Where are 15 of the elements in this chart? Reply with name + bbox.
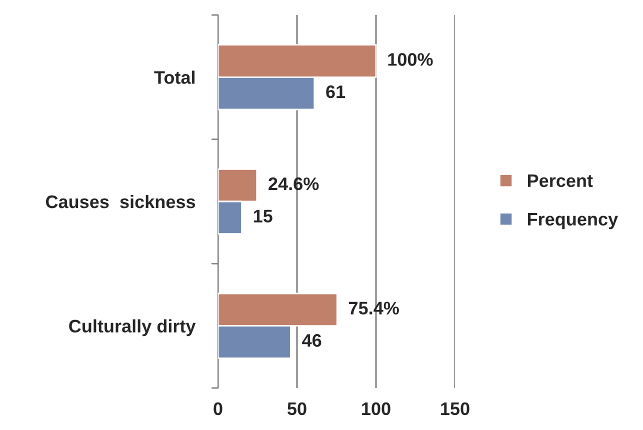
legend-label: Percent: [528, 174, 593, 188]
data-label: 15: [254, 210, 272, 223]
data-label: 75.4%: [349, 302, 399, 315]
x-tick-label: 0: [214, 402, 222, 416]
y-tick-label: Culturally dirty: [69, 319, 196, 336]
data-label: 46: [302, 334, 322, 347]
data-label: 100%: [388, 53, 433, 66]
y-tick-label: Total: [154, 70, 195, 84]
x-tick-label: 150: [441, 402, 470, 416]
data-label: 24.6%: [268, 177, 319, 190]
y-tick-label: Causes sickness: [46, 194, 196, 208]
x-tick-label: 50: [288, 402, 306, 416]
data-label: 61: [326, 85, 346, 98]
legend-label: Frequency: [528, 212, 618, 230]
x-tick-label: 100: [362, 402, 390, 416]
